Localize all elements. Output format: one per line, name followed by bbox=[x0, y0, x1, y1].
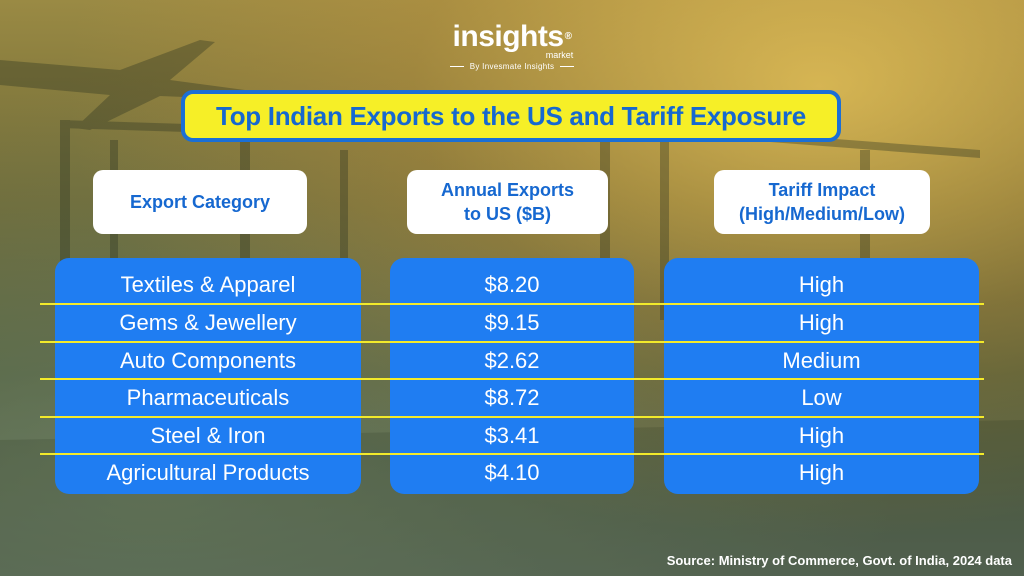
category-cells: Textiles & Apparel Gems & Jewellery Auto C… bbox=[55, 266, 361, 492]
source-note: Source: Ministry of Commerce, Govt. of I… bbox=[666, 553, 1012, 568]
impact-cell: Medium bbox=[782, 347, 861, 373]
header-annual-exports: Annual Exports to US ($B) bbox=[407, 170, 608, 234]
exports-cell: $8.72 bbox=[484, 385, 540, 410]
exports-cell: $3.41 bbox=[484, 422, 540, 448]
brand-name: insights® bbox=[452, 20, 572, 53]
exports-cell: $2.62 bbox=[484, 347, 540, 373]
category-cell: Textiles & Apparel bbox=[120, 272, 296, 297]
category-cell: Agricultural Products bbox=[106, 460, 310, 485]
column-tariff-impact: High High Medium Low High High bbox=[664, 258, 979, 494]
chart-title-box: Top Indian Exports to the US and Tariff … bbox=[181, 90, 841, 142]
brand-logo: insights® market By Invesmate Insights bbox=[0, 22, 1024, 71]
impact-cells: High High Medium Low High High bbox=[664, 266, 979, 492]
header-line: (High/Medium/Low) bbox=[739, 204, 905, 224]
row-divider bbox=[40, 416, 984, 418]
row-divider bbox=[40, 303, 984, 305]
header-tariff-impact: Tariff Impact (High/Medium/Low) bbox=[714, 170, 930, 234]
exports-cell: $4.10 bbox=[484, 460, 540, 485]
exports-cell: $9.15 bbox=[484, 310, 540, 335]
impact-cell: High bbox=[798, 310, 845, 335]
row-divider bbox=[40, 341, 984, 343]
column-export-category: Textiles & Apparel Gems & Jewellery Auto C… bbox=[55, 258, 361, 494]
exports-cell: $8.20 bbox=[484, 272, 540, 297]
category-cell: Steel & Iron bbox=[150, 422, 266, 448]
exports-cells: $8.20 $9.15 $2.62 $8.72 $3.41 $4.10 bbox=[390, 266, 634, 492]
brand-tagline: By Invesmate Insights bbox=[0, 62, 1024, 71]
category-cell: Gems & Jewellery bbox=[119, 310, 297, 335]
impact-cell: High bbox=[798, 460, 845, 485]
header-line: Export Category bbox=[129, 192, 271, 212]
brand-sub: market bbox=[545, 50, 574, 60]
header-line: Annual Exports bbox=[440, 180, 574, 200]
registered-mark: ® bbox=[564, 31, 572, 42]
row-divider bbox=[40, 378, 984, 380]
chart-title: Top Indian Exports to the US and Tariff … bbox=[216, 100, 806, 131]
impact-cell: High bbox=[798, 272, 845, 297]
header-export-category: Export Category bbox=[93, 170, 307, 234]
row-divider bbox=[40, 453, 984, 455]
impact-cell: High bbox=[798, 422, 845, 448]
category-cell: Pharmaceuticals bbox=[126, 385, 290, 410]
impact-cell: Low bbox=[801, 385, 842, 410]
header-line: to US ($B) bbox=[463, 204, 551, 224]
column-annual-exports: $8.20 $9.15 $2.62 $8.72 $3.41 $4.10 bbox=[390, 258, 634, 494]
category-cell: Auto Components bbox=[119, 347, 297, 373]
header-line: Tariff Impact bbox=[768, 180, 876, 200]
